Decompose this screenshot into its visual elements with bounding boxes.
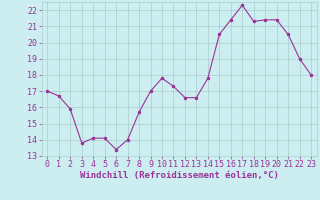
X-axis label: Windchill (Refroidissement éolien,°C): Windchill (Refroidissement éolien,°C) [80,171,279,180]
